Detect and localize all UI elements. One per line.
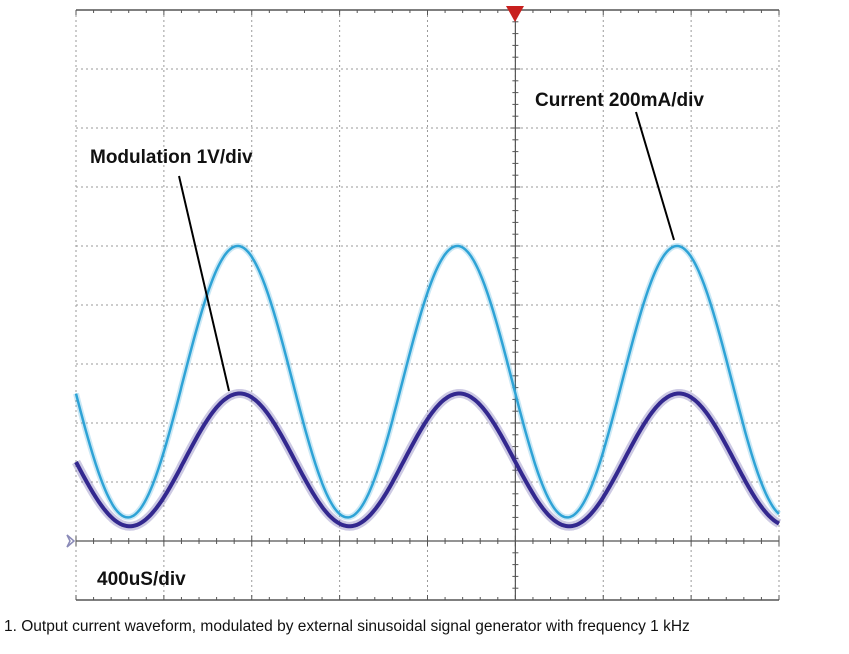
ground-marker-icon	[66, 534, 76, 548]
modulation-pointer-line	[178, 175, 230, 392]
current-pointer-line	[635, 111, 675, 241]
current-trace	[74, 244, 780, 519]
time-scale-label: 400uS/div	[97, 569, 186, 590]
traces	[72, 243, 783, 531]
modulation-trace	[74, 391, 780, 529]
trigger-marker-icon	[506, 6, 524, 22]
modulation-series-label: Modulation 1V/div	[90, 147, 253, 168]
figure-caption: 1. Output current waveform, modulated by…	[4, 618, 690, 635]
current-series-label: Current 200mA/div	[535, 90, 704, 111]
grid	[75, 9, 780, 601]
